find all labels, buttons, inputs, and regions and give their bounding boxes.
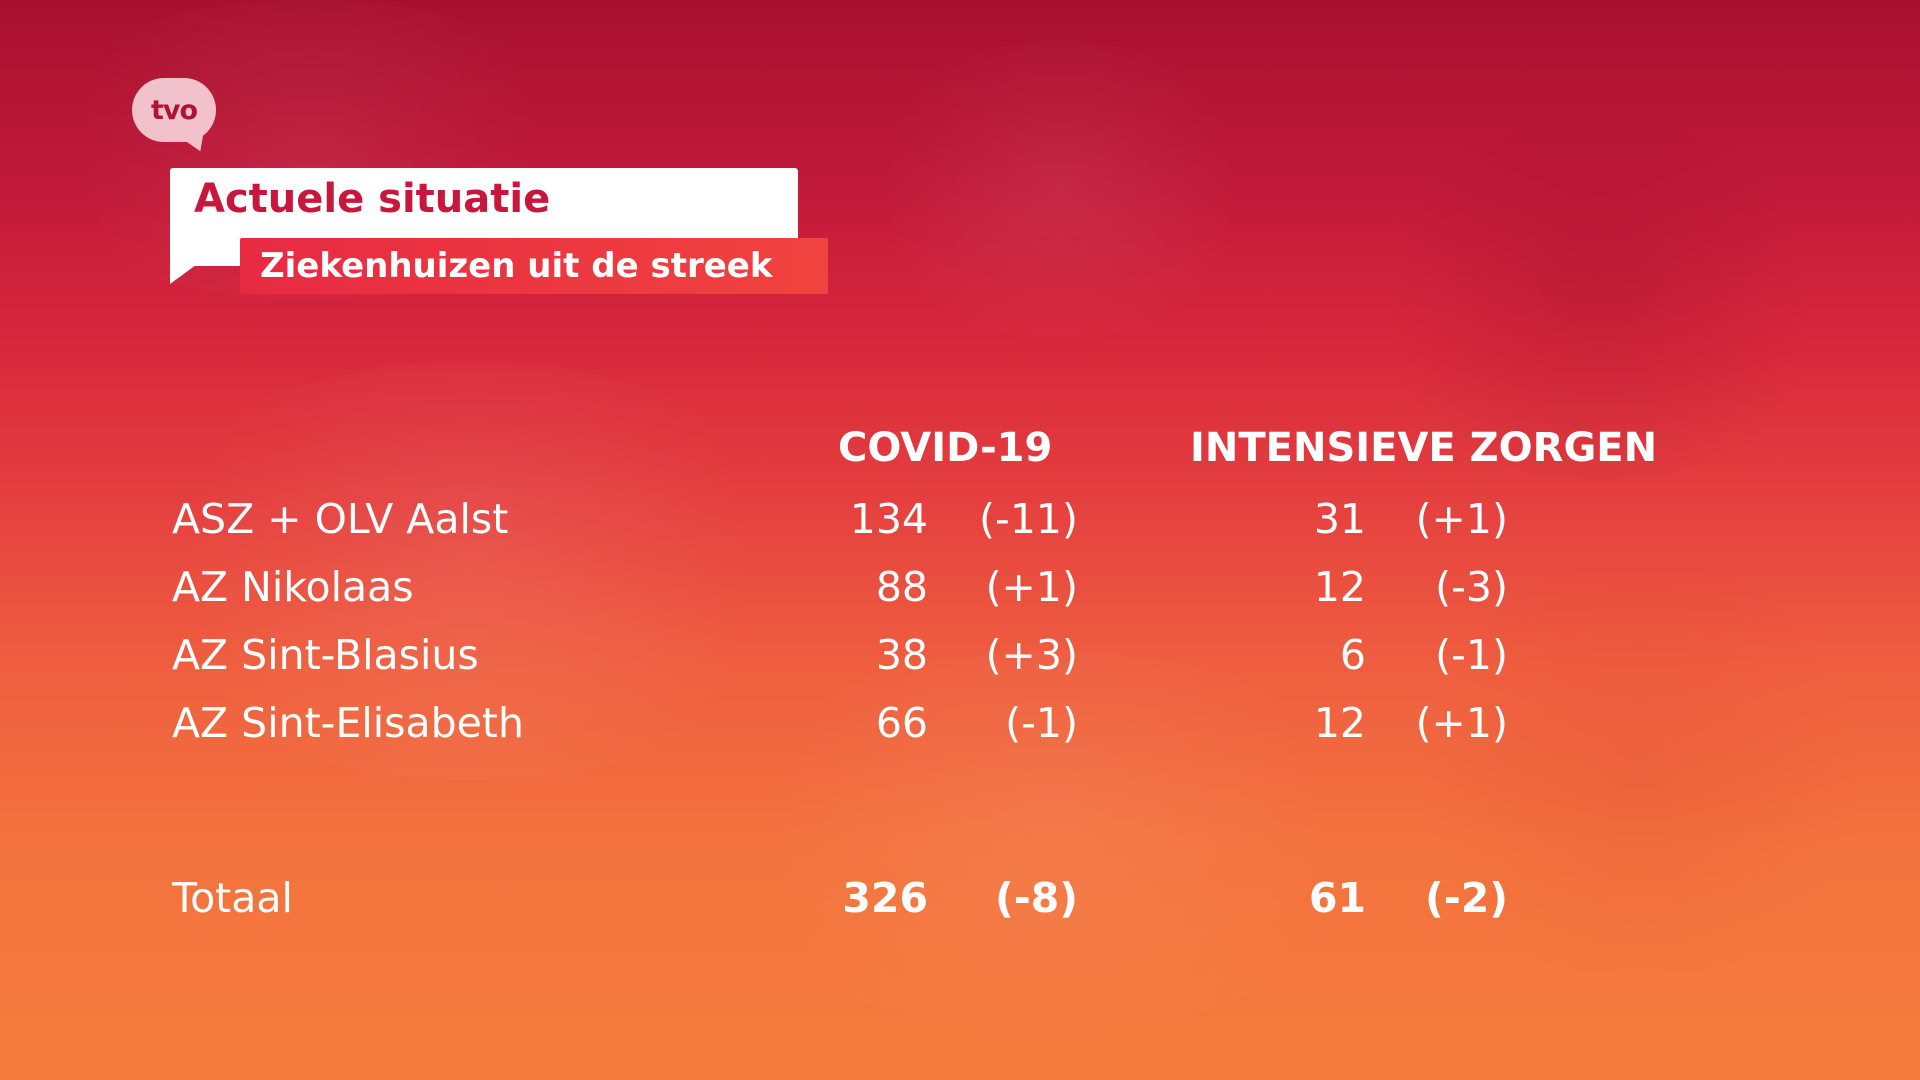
hospital-name: AZ Sint-Blasius (172, 631, 479, 679)
iz-change: (-3) (1435, 563, 1508, 611)
speech-bubble-tail (170, 262, 200, 284)
page-title: Actuele situatie (194, 176, 551, 222)
logo-text: tvo (150, 94, 198, 126)
covid-total: 326 (842, 874, 928, 922)
page-subtitle: Ziekenhuizen uit de streek (260, 246, 773, 286)
table-row: AZ Sint-Blasius 38 (+3) 6 (-1) (0, 631, 1920, 691)
covid-change: (+3) (985, 631, 1078, 679)
tvo-logo: tvo (132, 78, 216, 142)
column-header-covid: COVID-19 (838, 425, 1053, 471)
covid-change: (+1) (985, 563, 1078, 611)
table-total-row: Totaal 326 (-8) 61 (-2) (0, 874, 1920, 934)
iz-count: 12 (1313, 563, 1366, 611)
covid-count: 66 (875, 699, 928, 747)
iz-count: 6 (1339, 631, 1366, 679)
covid-count: 38 (875, 631, 928, 679)
total-label: Totaal (172, 874, 293, 922)
iz-total-change: (-2) (1424, 874, 1508, 922)
covid-count: 134 (849, 495, 928, 543)
covid-count: 88 (875, 563, 928, 611)
table-row: ASZ + OLV Aalst 134 (-11) 31 (+1) (0, 495, 1920, 555)
covid-change: (-1) (1005, 699, 1078, 747)
column-header-intensive-care: INTENSIEVE ZORGEN (1190, 425, 1658, 471)
iz-change: (-1) (1435, 631, 1508, 679)
iz-change: (+1) (1415, 699, 1508, 747)
hospital-name: AZ Sint-Elisabeth (172, 699, 524, 747)
covid-change: (-11) (979, 495, 1078, 543)
hospital-name: AZ Nikolaas (172, 563, 414, 611)
table-row: AZ Nikolaas 88 (+1) 12 (-3) (0, 563, 1920, 623)
hospital-name: ASZ + OLV Aalst (172, 495, 509, 543)
iz-count: 12 (1313, 699, 1366, 747)
covid-total-change: (-8) (994, 874, 1078, 922)
iz-count: 31 (1313, 495, 1366, 543)
iz-total: 61 (1308, 874, 1366, 922)
iz-change: (+1) (1415, 495, 1508, 543)
subtitle-banner: Ziekenhuizen uit de streek (240, 238, 828, 294)
table-row: AZ Sint-Elisabeth 66 (-1) 12 (+1) (0, 699, 1920, 759)
